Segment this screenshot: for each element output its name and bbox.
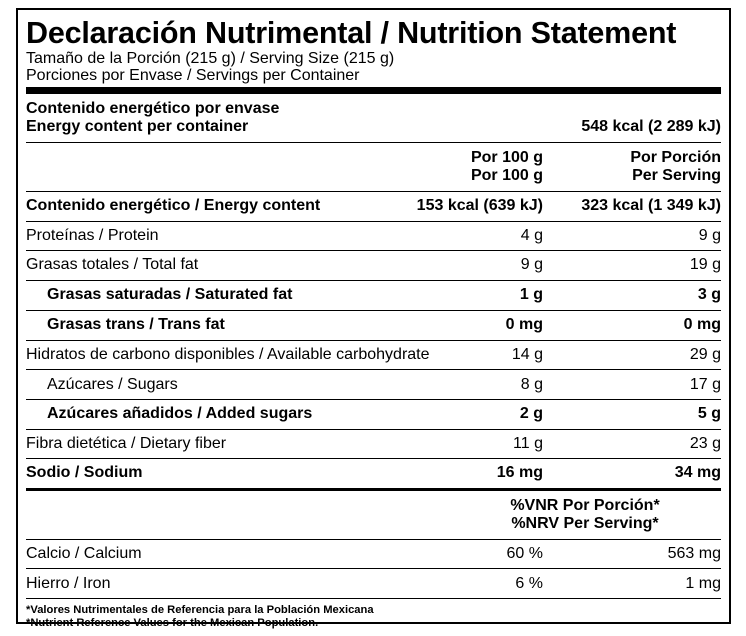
nutrient-label: Sodio / Sodium xyxy=(26,464,143,482)
nutrient-perserving: 17 g xyxy=(689,375,721,393)
nutrient-per100: 16 mg xyxy=(496,464,543,482)
col-perserving-header: Por Porción Per Serving xyxy=(543,149,721,185)
energy-container-value: 548 kcal (2 289 kJ) xyxy=(581,118,721,135)
nutrient-perserving: 9 g xyxy=(698,226,721,244)
nutrient-per100: 153 kcal (639 kJ) xyxy=(416,197,543,215)
nutrient-perserving: 34 mg xyxy=(674,464,721,482)
col-perserving-en: Per Serving xyxy=(632,167,721,184)
nutrient-per100: 8 g xyxy=(520,375,543,393)
energy-container-label-en: Energy content per container xyxy=(26,118,249,135)
col-per100-es: Por 100 g xyxy=(470,149,543,166)
nutrient-per100: 1 g xyxy=(519,286,543,304)
nutrient-row-trans-fat: Grasas trans / Trans fat 0 mg 0 mg xyxy=(26,311,721,341)
column-header-row: Por 100 g Por 100 g Por Porción Per Serv… xyxy=(26,143,721,192)
mineral-percent: 60 % xyxy=(506,545,543,563)
vnr-header-en: %NRV Per Serving* xyxy=(511,514,659,532)
nutrient-per100: 11 g xyxy=(513,434,543,452)
mineral-amount: 1 mg xyxy=(685,574,721,592)
mineral-label: Hierro / Iron xyxy=(26,574,111,592)
nutrient-perserving: 323 kcal (1 349 kJ) xyxy=(581,197,721,215)
mineral-label: Calcio / Calcium xyxy=(26,545,142,563)
nutrient-perserving: 5 g xyxy=(697,405,721,423)
nutrient-label: Hidratos de carbono disponibles / Availa… xyxy=(26,346,430,364)
nutrient-label: Azúcares añadidos / Added sugars xyxy=(47,405,313,423)
nutrient-label: Grasas totales / Total fat xyxy=(26,256,199,274)
footnote-es: *Valores Nutrimentales de Referencia par… xyxy=(26,603,374,616)
mineral-percent: 6 % xyxy=(515,574,543,592)
footnote-en: *Nutrient Reference Values for the Mexic… xyxy=(26,616,319,629)
nutrient-perserving: 3 g xyxy=(697,286,721,304)
mineral-amount: 563 mg xyxy=(667,545,721,563)
vnr-header-es: %VNR Por Porción* xyxy=(510,496,660,514)
nutrient-perserving: 29 g xyxy=(689,346,721,364)
mineral-row-calcium: Calcio / Calcium 60 % 563 mg xyxy=(26,540,721,570)
nutrient-label: Contenido energético / Energy content xyxy=(26,197,321,215)
nutrient-perserving: 0 mg xyxy=(683,316,721,334)
nutrient-label: Azúcares / Sugars xyxy=(47,375,178,393)
nutrient-per100: 4 g xyxy=(520,226,543,244)
thick-divider xyxy=(26,87,721,94)
nutrient-per100: 9 g xyxy=(520,256,543,274)
mineral-row-iron: Hierro / Iron 6 % 1 mg xyxy=(26,569,721,599)
vnr-header-row: %VNR Por Porción* %NRV Per Serving* xyxy=(26,491,721,540)
nutrient-row-sugars: Azúcares / Sugars 8 g 17 g xyxy=(26,370,721,400)
servings-per-container: Porciones por Envase / Servings per Cont… xyxy=(26,67,360,84)
nutrient-label: Grasas trans / Trans fat xyxy=(47,316,225,334)
footnote: *Valores Nutrimentales de Referencia par… xyxy=(26,599,721,630)
nutrition-label: Declaración Nutrimental / Nutrition Stat… xyxy=(16,8,731,629)
nutrient-label: Grasas saturadas / Saturated fat xyxy=(47,286,293,304)
energy-container-label-es: Contenido energético por envase xyxy=(26,100,280,117)
serving-size: Tamaño de la Porción (215 g) / Serving S… xyxy=(26,50,395,67)
col-perserving-es: Por Porción xyxy=(630,149,721,166)
col-per100-header: Por 100 g Por 100 g xyxy=(393,149,543,185)
nutrient-row-sodium: Sodio / Sodium 16 mg 34 mg xyxy=(26,459,721,491)
nutrient-label: Proteínas / Protein xyxy=(26,226,159,244)
nutrient-perserving: 19 g xyxy=(689,256,721,274)
nutrient-per100: 2 g xyxy=(519,405,543,423)
energy-container-row: Contenido energético por envase Energy c… xyxy=(26,94,721,143)
nutrient-row-carbohydrate: Hidratos de carbono disponibles / Availa… xyxy=(26,341,721,371)
vnr-header: %VNR Por Porción* %NRV Per Serving* xyxy=(393,497,721,533)
nutrient-per100: 14 g xyxy=(511,346,543,364)
nutrient-perserving: 23 g xyxy=(689,434,721,452)
nutrient-label: Fibra dietética / Dietary fiber xyxy=(26,434,227,452)
nutrient-row-protein: Proteínas / Protein 4 g 9 g xyxy=(26,222,721,252)
nutrient-per100: 0 mg xyxy=(505,316,543,334)
nutrient-row-total-fat: Grasas totales / Total fat 9 g 19 g xyxy=(26,251,721,281)
nutrient-row-fiber: Fibra dietética / Dietary fiber 11 g 23 … xyxy=(26,430,721,460)
nutrient-row-energy: Contenido energético / Energy content 15… xyxy=(26,192,721,222)
label-title: Declaración Nutrimental / Nutrition Stat… xyxy=(26,16,677,50)
nutrient-row-saturated-fat: Grasas saturadas / Saturated fat 1 g 3 g xyxy=(26,281,721,311)
col-per100-en: Por 100 g xyxy=(470,167,543,184)
nutrient-row-added-sugars: Azúcares añadidos / Added sugars 2 g 5 g xyxy=(26,400,721,430)
